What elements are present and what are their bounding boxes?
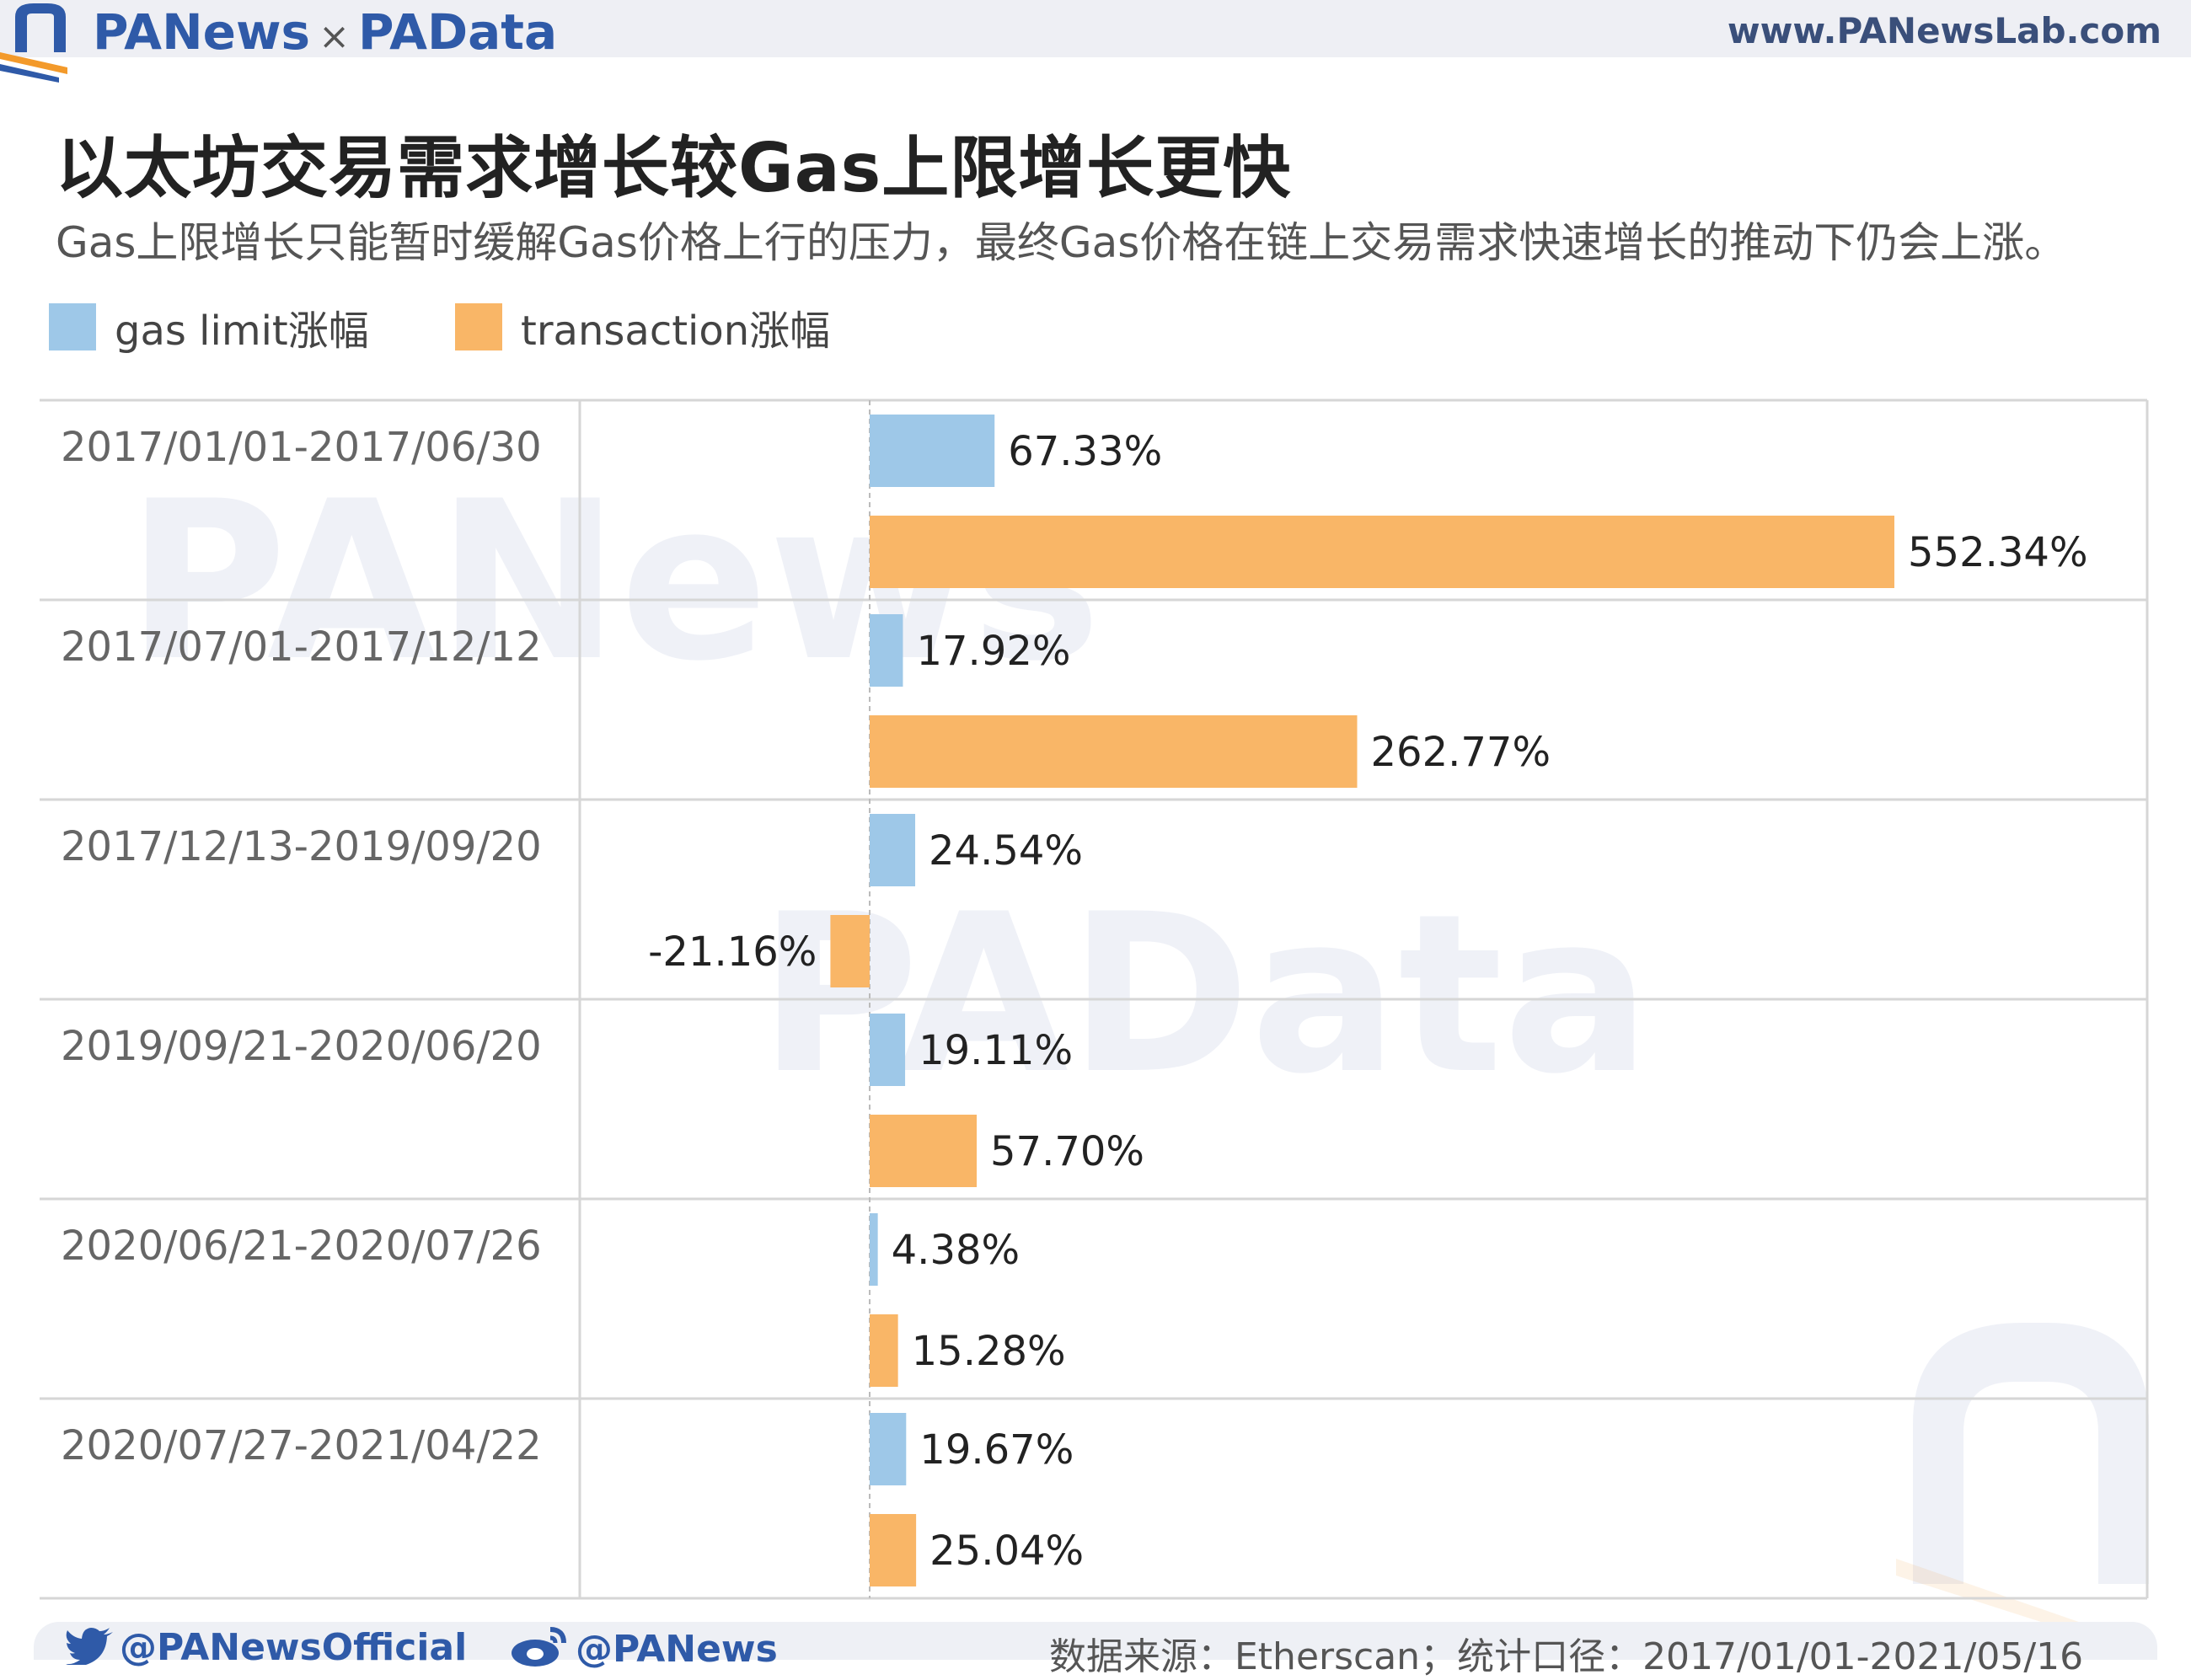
watermark-padata: PAData	[758, 868, 1651, 1122]
bar-transaction-5	[870, 1514, 917, 1586]
footer-weibo[interactable]: @PANews	[510, 1626, 778, 1671]
weibo-icon	[512, 1627, 566, 1667]
legend-label-transaction: transaction涨幅	[521, 308, 831, 355]
legend-item-gas-limit: gas limit涨幅	[49, 303, 369, 355]
value-label-transaction-3: 57.70%	[990, 1128, 1144, 1175]
bar-gas-limit-3	[870, 1014, 906, 1086]
value-label-gas-limit-5: 19.67%	[919, 1426, 1074, 1474]
bar-transaction-3	[870, 1115, 978, 1187]
value-label-transaction-2: -21.16%	[648, 928, 817, 976]
footer-twitter[interactable]: @PANewsOfficial	[66, 1626, 467, 1669]
bar-transaction-0	[870, 516, 1894, 588]
brand-padata: PAData	[357, 3, 558, 61]
bar-transaction-4	[870, 1314, 898, 1387]
brand-separator: ×	[319, 15, 350, 58]
category-label-0: 2017/01/01-2017/06/30	[61, 424, 542, 471]
bar-gas-limit-0	[870, 415, 995, 487]
bar-transaction-2	[830, 915, 870, 987]
value-label-gas-limit-4: 4.38%	[892, 1227, 1020, 1274]
value-label-gas-limit-3: 19.11%	[919, 1027, 1073, 1074]
value-label-transaction-4: 15.28%	[912, 1328, 1066, 1375]
value-label-gas-limit-1: 17.92%	[916, 628, 1070, 675]
category-label-1: 2017/07/01-2017/12/12	[61, 623, 542, 671]
chart-subtitle: Gas上限增长只能暂时缓解Gas价格上行的压力，最终Gas价格在链上交易需求快速…	[56, 218, 2067, 267]
bar-gas-limit-5	[870, 1413, 907, 1485]
twitter-bird-icon	[66, 1628, 113, 1667]
legend-item-transaction: transaction涨幅	[455, 303, 830, 355]
value-label-transaction-1: 262.77%	[1370, 729, 1551, 776]
bar-gas-limit-4	[870, 1213, 878, 1286]
panews-logo-icon	[0, 3, 67, 83]
brand-title: PANews × PAData	[93, 3, 557, 61]
header-bar	[0, 0, 2191, 57]
legend-label-gas-limit: gas limit涨幅	[115, 308, 369, 355]
legend-swatch-gas-limit	[49, 303, 96, 350]
category-label-4: 2020/06/21-2020/07/26	[61, 1223, 542, 1270]
brand-panews: PANews	[93, 3, 311, 61]
footer-source: 数据来源：Etherscan；统计口径：2017/01/01-2021/05/1…	[1049, 1635, 2084, 1678]
value-label-transaction-5: 25.04%	[929, 1528, 1084, 1575]
twitter-handle: @PANewsOfficial	[120, 1626, 468, 1669]
bar-gas-limit-1	[870, 614, 903, 687]
footer-bar	[34, 1622, 2157, 1660]
weibo-handle: @PANews	[576, 1628, 778, 1671]
bar-gas-limit-2	[870, 814, 916, 886]
category-label-2: 2017/12/13-2019/09/20	[61, 823, 542, 870]
chart-title: 以太坊交易需求增长较Gas上限增长更快	[56, 129, 1292, 207]
category-label-3: 2019/09/21-2020/06/20	[61, 1023, 542, 1070]
bar-transaction-1	[870, 715, 1358, 788]
site-url[interactable]: www.PANewsLab.com	[1727, 10, 2162, 51]
bar-chart: 2017/01/01-2017/06/30 67.33% 552.34% 2017/0…	[40, 399, 2149, 1600]
value-label-transaction-0: 552.34%	[1908, 529, 2088, 576]
value-label-gas-limit-0: 67.33%	[1008, 428, 1162, 475]
legend-swatch-transaction	[455, 303, 502, 350]
value-label-gas-limit-2: 24.54%	[929, 827, 1083, 875]
category-label-5: 2020/07/27-2021/04/22	[61, 1422, 542, 1469]
